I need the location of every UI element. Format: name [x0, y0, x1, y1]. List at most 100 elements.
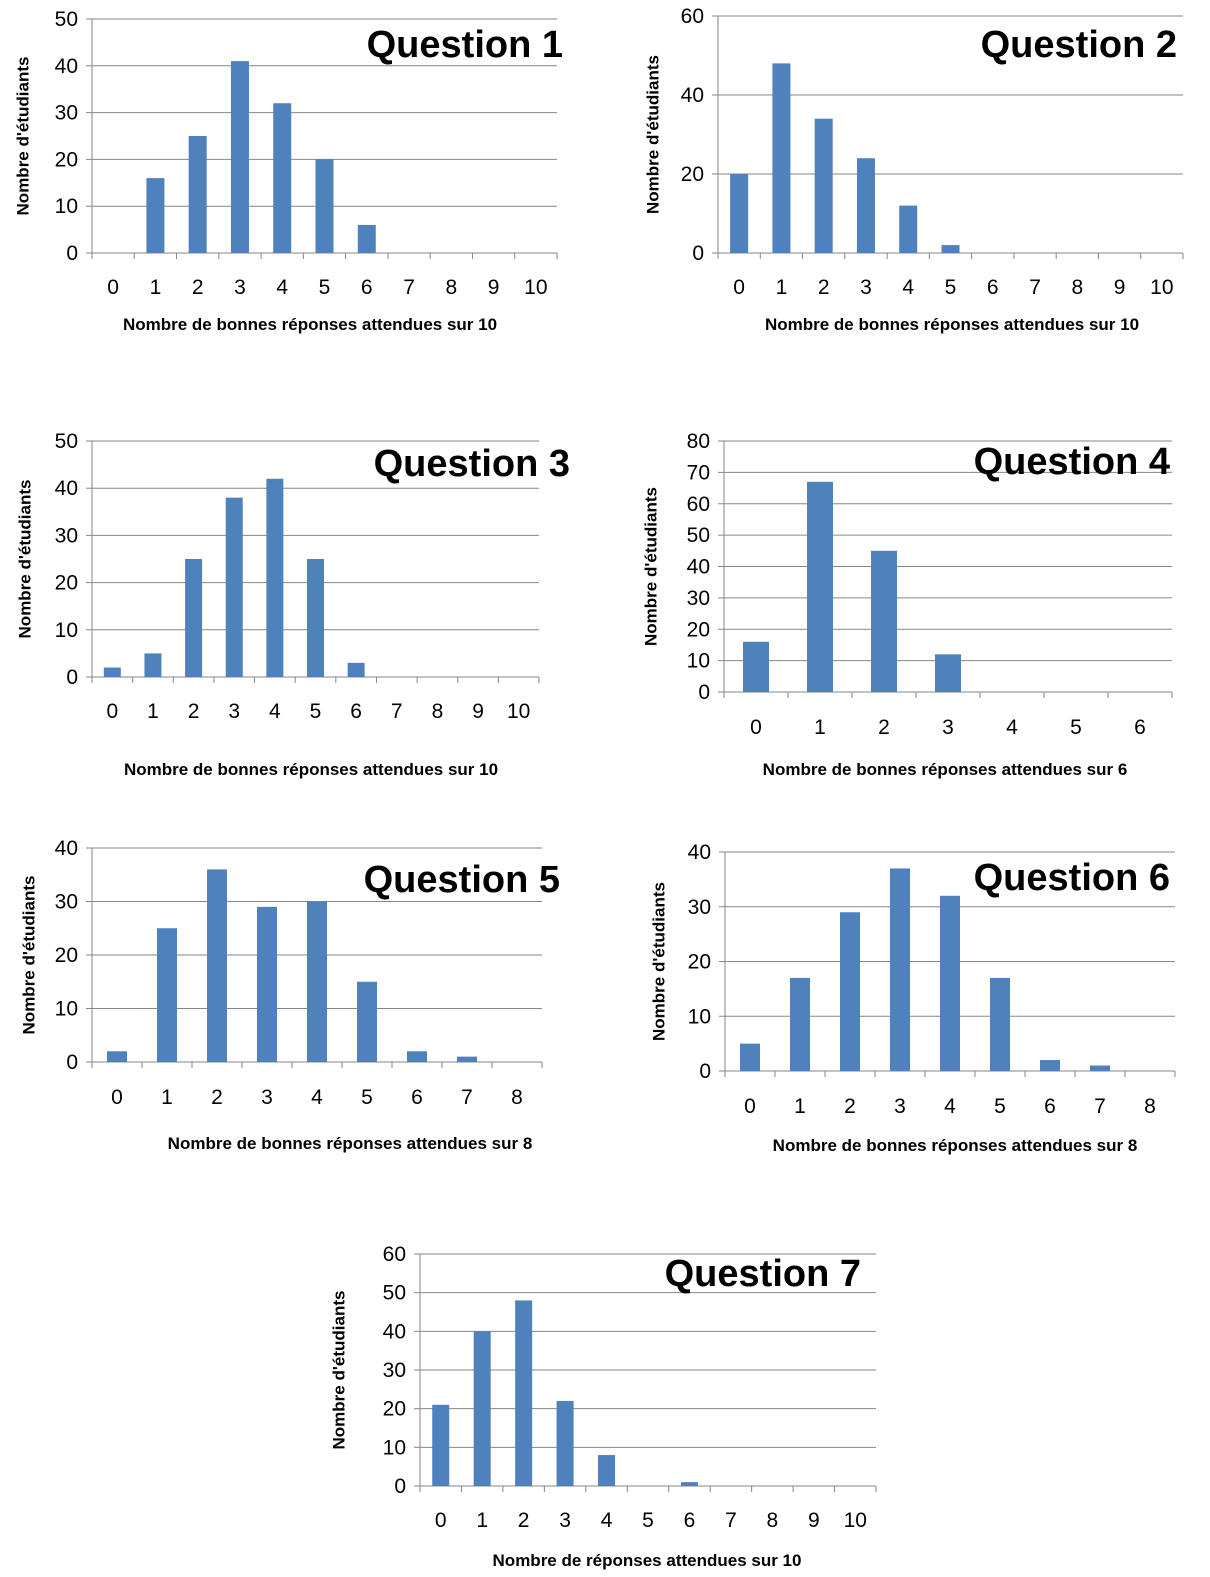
x-tick-label: 9: [808, 1509, 820, 1532]
x-axis-label: Nombre de réponses attendues sur 10: [493, 1551, 802, 1570]
x-tick-label: 8: [767, 1509, 779, 1532]
bar-4: [273, 103, 292, 254]
x-tick-label: 1: [814, 716, 826, 739]
x-tick-label: 2: [844, 1095, 856, 1118]
x-tick-label: 2: [211, 1086, 223, 1109]
y-tick-label: 50: [55, 8, 78, 31]
x-tick-label: 0: [733, 276, 745, 299]
bar-1: [157, 928, 177, 1062]
y-tick-label: 30: [55, 102, 78, 125]
y-tick-label: 50: [687, 524, 710, 547]
x-tick-label: 8: [1144, 1095, 1156, 1118]
x-tick-label: 7: [391, 700, 403, 723]
y-tick-label: 50: [55, 430, 78, 453]
x-tick-label: 7: [461, 1086, 473, 1109]
x-tick-label: 5: [310, 700, 322, 723]
y-tick-label: 0: [394, 1475, 406, 1498]
bar-6: [1040, 1060, 1060, 1071]
x-tick-label: 2: [192, 276, 204, 299]
x-tick-label: 3: [860, 276, 872, 299]
y-axis-label: Nombre d'étudiants: [641, 487, 660, 646]
bar-5: [941, 245, 960, 253]
chart-title: Question 2: [981, 24, 1177, 66]
x-tick-label: 0: [750, 716, 762, 739]
chart-title: Question 1: [367, 24, 563, 66]
y-tick-label: 20: [688, 951, 711, 974]
bar-2: [814, 118, 833, 253]
bar-1: [473, 1331, 491, 1486]
y-tick-label: 30: [55, 524, 78, 547]
bar-3: [890, 868, 910, 1071]
x-tick-label: 4: [944, 1095, 956, 1118]
x-tick-label: 6: [684, 1509, 696, 1532]
y-axis-label: Nombre d'étudiants: [13, 57, 32, 216]
y-tick-label: 30: [55, 891, 78, 914]
y-tick-label: 40: [383, 1320, 406, 1343]
x-tick-label: 7: [403, 276, 415, 299]
x-tick-label: 6: [1134, 716, 1146, 739]
chart-title: Question 4: [974, 441, 1170, 483]
bar-3: [257, 906, 277, 1062]
x-tick-label: 7: [1029, 276, 1041, 299]
bar-3: [225, 497, 243, 677]
x-tick-label: 8: [445, 276, 457, 299]
y-tick-label: 10: [55, 619, 78, 642]
y-tick-label: 20: [55, 148, 78, 171]
bar-4: [307, 901, 327, 1062]
y-tick-label: 0: [699, 1060, 711, 1083]
x-tick-label: 10: [507, 700, 530, 723]
y-axis-label: Nombre d'étudiants: [643, 55, 662, 214]
bar-0: [743, 641, 769, 692]
x-tick-label: 4: [269, 700, 281, 723]
x-tick-label: 6: [350, 700, 362, 723]
y-tick-label: 40: [55, 837, 78, 860]
bar-0: [432, 1404, 450, 1486]
x-tick-label: 5: [945, 276, 957, 299]
x-tick-label: 9: [1114, 276, 1126, 299]
bar-5: [990, 977, 1010, 1071]
y-tick-label: 30: [687, 587, 710, 610]
bar-0: [730, 174, 749, 253]
bar-7: [457, 1056, 477, 1062]
x-axis-label: Nombre de bonnes réponses attendues sur …: [773, 1136, 1138, 1155]
y-tick-label: 20: [383, 1398, 406, 1421]
y-tick-label: 0: [698, 681, 710, 704]
bar-2: [840, 912, 860, 1071]
x-tick-label: 1: [161, 1086, 173, 1109]
bar-3: [935, 654, 961, 692]
y-tick-label: 40: [681, 84, 704, 107]
x-tick-label: 1: [476, 1509, 488, 1532]
chart-question-3: 0 10 20 30 40 50 0 1 2 3 4 5 6 7 8 9 10 Nombre de bonnes …: [15, 430, 570, 779]
x-axis-label: Nombre de bonnes réponses attendues sur …: [123, 315, 497, 334]
y-tick-label: 0: [692, 242, 704, 265]
y-tick-label: 40: [55, 477, 78, 500]
bar-4: [598, 1455, 616, 1486]
bar-3: [230, 61, 249, 254]
y-tick-label: 40: [688, 841, 711, 864]
bar-6: [347, 662, 365, 677]
x-tick-label: 6: [987, 276, 999, 299]
bar-6: [407, 1051, 427, 1062]
x-tick-label: 5: [1070, 716, 1082, 739]
x-tick-label: 4: [601, 1509, 613, 1532]
bar-4: [266, 478, 284, 677]
y-tick-label: 60: [681, 5, 704, 28]
x-tick-label: 9: [472, 700, 484, 723]
bar-2: [188, 136, 207, 253]
x-tick-label: 10: [844, 1509, 867, 1532]
bar-0: [107, 1051, 127, 1062]
bar-6: [680, 1482, 698, 1486]
bar-7: [1090, 1065, 1110, 1071]
y-axis-label: Nombre d'étudiants: [329, 1291, 348, 1450]
bar-1: [144, 653, 162, 677]
x-tick-label: 1: [147, 700, 159, 723]
chart-question-7: 0 10 20 30 40 50 60 0 1 2 3 4 5 6 7 8 9 10 Nombre de répon…: [329, 1243, 877, 1570]
y-tick-label: 20: [681, 163, 704, 186]
y-tick-label: 10: [687, 650, 710, 673]
bar-0: [103, 667, 121, 677]
x-tick-label: 6: [411, 1086, 423, 1109]
bar-2: [515, 1300, 533, 1486]
bar-1: [146, 178, 165, 253]
x-tick-label: 1: [776, 276, 788, 299]
bar-4: [940, 895, 960, 1071]
